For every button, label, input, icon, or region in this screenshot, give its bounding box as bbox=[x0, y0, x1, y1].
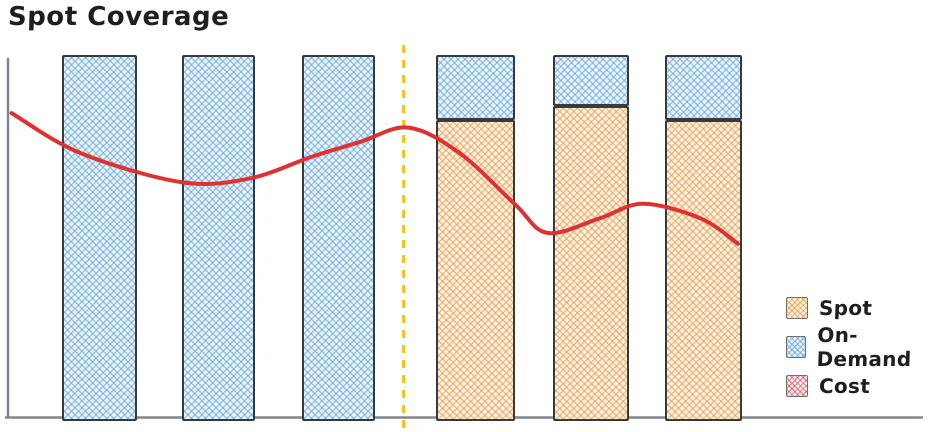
bar-segment-on-demand bbox=[553, 55, 629, 106]
bar-segment-spot bbox=[436, 120, 515, 421]
bar-segment-on-demand bbox=[182, 55, 255, 421]
legend-label-cost: Cost bbox=[818, 374, 871, 398]
legend: Spot On-Demand Cost bbox=[786, 295, 936, 412]
legend-swatch-cost bbox=[786, 375, 808, 397]
bar-segment-on-demand bbox=[665, 55, 742, 121]
legend-item-spot: Spot bbox=[786, 295, 936, 321]
legend-item-on-demand: On-Demand bbox=[786, 323, 936, 371]
legend-label-on-demand: On-Demand bbox=[815, 323, 912, 371]
bar-segment-on-demand bbox=[62, 55, 137, 421]
legend-label-spot: Spot bbox=[818, 296, 873, 320]
legend-swatch-on-demand bbox=[786, 336, 806, 358]
legend-swatch-spot bbox=[786, 297, 808, 319]
bar-segment-on-demand bbox=[436, 55, 515, 121]
bar-segment-spot bbox=[665, 120, 742, 421]
bar-segment-spot bbox=[553, 105, 629, 421]
legend-item-cost: Cost bbox=[786, 373, 936, 399]
bar-segment-on-demand bbox=[302, 55, 375, 421]
